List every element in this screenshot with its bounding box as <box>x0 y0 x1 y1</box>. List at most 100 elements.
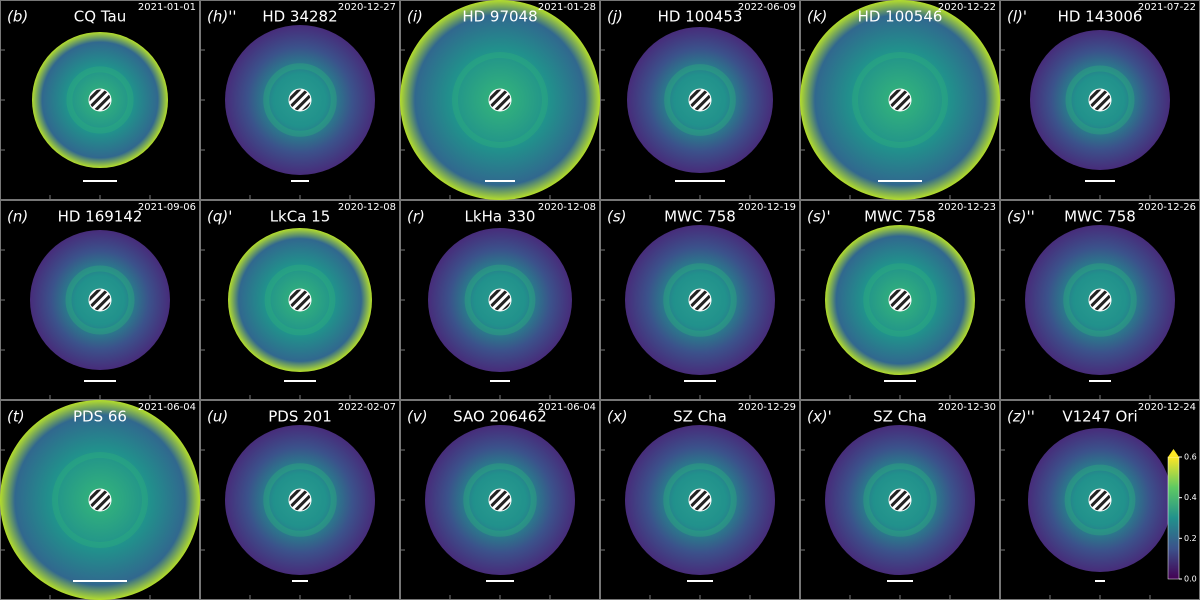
disk-halo <box>1065 65 1135 135</box>
panel: (b) CQ Tau 2021-01-01 <box>0 0 200 200</box>
observation-date: 2021-01-28 <box>538 2 596 13</box>
disk-halo <box>663 263 737 337</box>
disk-halo <box>663 463 737 537</box>
disk-halo <box>852 52 948 148</box>
observation-date: 2022-06-09 <box>738 2 796 13</box>
panel-label: (v) <box>407 408 428 426</box>
coronagraph-mask <box>1088 488 1112 512</box>
panel: (r) LkHa 330 2020-12-08 <box>400 200 600 400</box>
observation-date: 2021-07-22 <box>1138 2 1196 13</box>
panel: (s)' MWC 758 2020-12-23 <box>800 200 1000 400</box>
panel: (s)'' MWC 758 2020-12-26 <box>1000 200 1200 400</box>
panel: (t) PDS 66 2021-06-04 <box>0 400 200 600</box>
panel-label: (x)' <box>807 408 832 426</box>
observation-date: 2020-12-22 <box>938 2 996 13</box>
coronagraph-mask <box>1088 288 1112 312</box>
panel-label: (t) <box>7 408 25 426</box>
panel: (u) PDS 201 2022-02-07 <box>200 400 400 600</box>
target-name: LkHa 330 <box>465 208 536 226</box>
observation-date: 2020-12-24 <box>1138 402 1196 413</box>
disk-halo <box>263 63 337 137</box>
coronagraph-mask <box>688 488 712 512</box>
colorbar-tick-label: 0.4 <box>1184 493 1197 502</box>
panel-label: (s)' <box>807 208 831 226</box>
disk-halo <box>863 463 937 537</box>
target-name: HD 97048 <box>462 8 537 26</box>
disk-halo <box>463 463 537 537</box>
panel: (i) HD 97048 2021-01-28 <box>400 0 600 200</box>
disk-halo <box>464 264 536 336</box>
target-name: HD 100453 <box>658 8 743 26</box>
disk-halo <box>65 265 135 335</box>
colorbar-tick-label: 0.2 <box>1184 534 1197 543</box>
observation-date: 2020-12-08 <box>338 202 396 213</box>
disk-halo <box>664 64 736 136</box>
coronagraph-mask <box>888 288 912 312</box>
coronagraph-mask <box>88 488 112 512</box>
observation-date: 2020-12-26 <box>1138 202 1196 213</box>
colorbar-extend-arrow <box>1168 449 1179 457</box>
disk-halo <box>1063 263 1137 337</box>
target-name: MWC 758 <box>864 208 936 226</box>
panel-label: (s) <box>607 208 627 226</box>
coronagraph-mask <box>488 288 512 312</box>
coronagraph-mask <box>688 88 712 112</box>
colorbar-tick-label: 0.6 <box>1184 453 1197 462</box>
disk-halo <box>264 264 336 336</box>
panel-label: (n) <box>7 208 28 226</box>
target-name: HD 100546 <box>858 8 943 26</box>
panel: (h)'' HD 34282 2020-12-27 <box>200 0 400 200</box>
coronagraph-mask <box>88 88 112 112</box>
panel: (q)' LkCa 15 2020-12-08 <box>200 200 400 400</box>
panel-label: (s)'' <box>1007 208 1035 226</box>
observation-date: 2020-12-23 <box>938 202 996 213</box>
coronagraph-mask <box>288 488 312 512</box>
coronagraph-mask <box>888 488 912 512</box>
panel-label: (r) <box>407 208 425 226</box>
target-name: MWC 758 <box>1064 208 1136 226</box>
panel-label: (k) <box>807 8 827 26</box>
target-name: CQ Tau <box>74 8 126 26</box>
target-name: HD 143006 <box>1058 8 1143 26</box>
observation-date: 2021-06-04 <box>538 402 596 413</box>
coronagraph-mask <box>88 288 112 312</box>
panel-label: (z)'' <box>1007 408 1035 426</box>
coronagraph-mask <box>1088 88 1112 112</box>
observation-date: 2022-02-07 <box>338 402 396 413</box>
panel-label: (q)' <box>207 208 232 226</box>
target-name: SAO 206462 <box>453 408 547 426</box>
target-name: SZ Cha <box>873 408 927 426</box>
panel: (x) SZ Cha 2020-12-29 <box>600 400 800 600</box>
disk-halo <box>863 263 937 337</box>
panel-label: (i) <box>407 8 423 26</box>
target-name: LkCa 15 <box>270 208 331 226</box>
target-name: PDS 66 <box>73 408 127 426</box>
colorbar <box>1167 456 1180 580</box>
panel-label: (b) <box>7 8 28 26</box>
coronagraph-mask <box>488 88 512 112</box>
target-name: MWC 758 <box>664 208 736 226</box>
disk-halo <box>66 66 134 134</box>
panel-label: (x) <box>607 408 628 426</box>
target-name: SZ Cha <box>673 408 727 426</box>
panel: (s) MWC 758 2020-12-19 <box>600 200 800 400</box>
observation-date: 2020-12-29 <box>738 402 796 413</box>
observation-date: 2020-12-08 <box>538 202 596 213</box>
target-name: V1247 Ori <box>1062 408 1137 426</box>
observation-date: 2020-12-19 <box>738 202 796 213</box>
panel: (x)' SZ Cha 2020-12-30 <box>800 400 1000 600</box>
colorbar-tick-label: 0.0 <box>1184 575 1197 584</box>
coronagraph-mask <box>288 88 312 112</box>
observation-date: 2020-12-30 <box>938 402 996 413</box>
panel-label: (h)'' <box>207 8 236 26</box>
observation-date: 2021-09-06 <box>138 202 196 213</box>
panel-label: (l)' <box>1007 8 1027 26</box>
disk-halo <box>263 463 337 537</box>
coronagraph-mask <box>488 488 512 512</box>
coronagraph-mask <box>888 88 912 112</box>
